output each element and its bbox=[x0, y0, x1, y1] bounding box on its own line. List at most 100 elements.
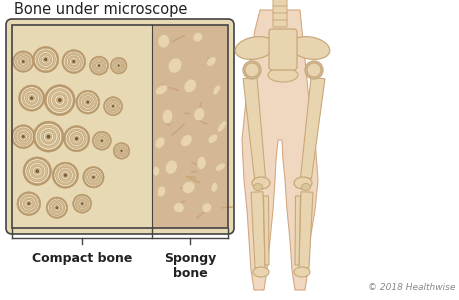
Bar bbox=[152, 25, 228, 228]
Circle shape bbox=[22, 88, 41, 108]
Circle shape bbox=[45, 134, 52, 140]
Circle shape bbox=[62, 50, 85, 74]
Circle shape bbox=[87, 101, 89, 103]
Circle shape bbox=[57, 167, 73, 183]
Circle shape bbox=[98, 137, 105, 144]
Circle shape bbox=[65, 53, 82, 70]
Circle shape bbox=[92, 176, 95, 178]
Circle shape bbox=[46, 135, 50, 139]
Circle shape bbox=[73, 136, 79, 141]
Circle shape bbox=[36, 50, 55, 69]
Circle shape bbox=[84, 98, 92, 106]
Polygon shape bbox=[241, 10, 317, 290]
FancyBboxPatch shape bbox=[272, 0, 286, 6]
Ellipse shape bbox=[173, 202, 184, 213]
Circle shape bbox=[65, 127, 88, 150]
Circle shape bbox=[28, 203, 30, 205]
Circle shape bbox=[25, 92, 38, 104]
Circle shape bbox=[35, 123, 62, 150]
Circle shape bbox=[54, 95, 65, 105]
Ellipse shape bbox=[157, 186, 165, 197]
Circle shape bbox=[33, 46, 59, 73]
Circle shape bbox=[88, 172, 98, 182]
Circle shape bbox=[30, 164, 44, 178]
Circle shape bbox=[25, 159, 50, 184]
Circle shape bbox=[116, 63, 121, 68]
Circle shape bbox=[35, 169, 39, 173]
Circle shape bbox=[108, 102, 118, 111]
Circle shape bbox=[93, 60, 105, 71]
Ellipse shape bbox=[155, 137, 165, 148]
Circle shape bbox=[304, 61, 322, 79]
Ellipse shape bbox=[217, 121, 226, 132]
Circle shape bbox=[119, 149, 123, 153]
Circle shape bbox=[110, 103, 116, 110]
Circle shape bbox=[67, 54, 81, 69]
Circle shape bbox=[22, 135, 25, 138]
Circle shape bbox=[48, 89, 71, 112]
Circle shape bbox=[78, 199, 86, 208]
Circle shape bbox=[22, 61, 24, 62]
Ellipse shape bbox=[182, 181, 195, 194]
Circle shape bbox=[112, 105, 114, 107]
Circle shape bbox=[90, 174, 97, 181]
Circle shape bbox=[87, 171, 100, 184]
Circle shape bbox=[97, 64, 101, 68]
Circle shape bbox=[37, 125, 60, 148]
Circle shape bbox=[34, 48, 57, 71]
Circle shape bbox=[23, 198, 34, 209]
Circle shape bbox=[98, 65, 100, 66]
Circle shape bbox=[17, 192, 41, 215]
Circle shape bbox=[46, 87, 73, 113]
Circle shape bbox=[59, 169, 72, 182]
Circle shape bbox=[118, 148, 124, 154]
Circle shape bbox=[116, 146, 126, 156]
Circle shape bbox=[77, 92, 98, 112]
Circle shape bbox=[81, 202, 83, 205]
Ellipse shape bbox=[213, 85, 220, 95]
Circle shape bbox=[101, 140, 103, 142]
Circle shape bbox=[19, 133, 27, 141]
Circle shape bbox=[68, 56, 79, 67]
Circle shape bbox=[73, 61, 74, 62]
Polygon shape bbox=[251, 192, 264, 268]
Ellipse shape bbox=[252, 267, 269, 277]
Circle shape bbox=[93, 133, 110, 149]
Circle shape bbox=[92, 176, 94, 178]
Circle shape bbox=[18, 193, 39, 214]
Circle shape bbox=[64, 174, 66, 176]
Circle shape bbox=[45, 58, 47, 61]
Circle shape bbox=[56, 206, 58, 209]
Ellipse shape bbox=[252, 177, 269, 189]
Ellipse shape bbox=[168, 58, 182, 73]
Circle shape bbox=[75, 138, 78, 140]
Circle shape bbox=[105, 98, 121, 115]
Circle shape bbox=[30, 96, 34, 100]
Circle shape bbox=[63, 173, 67, 177]
Circle shape bbox=[50, 201, 63, 214]
Ellipse shape bbox=[290, 37, 329, 59]
Circle shape bbox=[43, 131, 54, 142]
Circle shape bbox=[68, 131, 84, 147]
Circle shape bbox=[118, 147, 125, 155]
Circle shape bbox=[90, 57, 107, 74]
Circle shape bbox=[110, 57, 127, 74]
FancyBboxPatch shape bbox=[269, 29, 297, 70]
Text: © 2018 Healthwise: © 2018 Healthwise bbox=[367, 283, 454, 292]
Circle shape bbox=[83, 167, 104, 188]
Circle shape bbox=[20, 195, 38, 212]
Circle shape bbox=[29, 95, 34, 101]
Ellipse shape bbox=[268, 68, 297, 82]
Circle shape bbox=[84, 168, 102, 187]
Circle shape bbox=[92, 58, 106, 73]
Circle shape bbox=[17, 131, 29, 142]
Circle shape bbox=[79, 200, 85, 207]
Circle shape bbox=[242, 61, 260, 79]
Circle shape bbox=[57, 98, 62, 102]
Circle shape bbox=[31, 97, 33, 99]
Circle shape bbox=[114, 62, 123, 70]
Circle shape bbox=[17, 55, 30, 68]
FancyBboxPatch shape bbox=[272, 5, 286, 13]
Circle shape bbox=[81, 203, 83, 204]
Circle shape bbox=[14, 128, 32, 146]
